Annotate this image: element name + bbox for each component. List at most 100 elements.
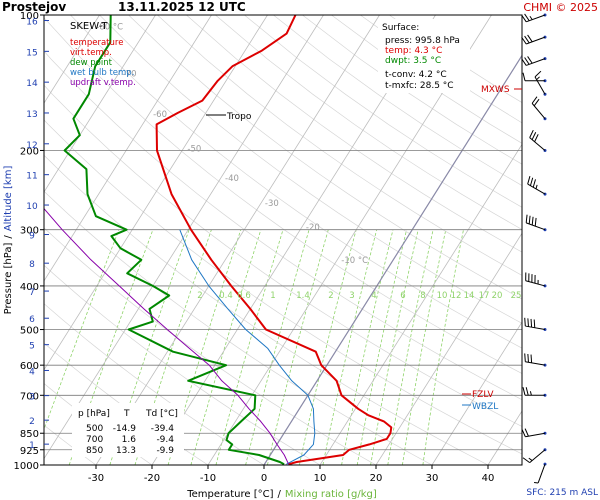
barb-flag <box>524 428 529 437</box>
isotherm-label: -50 <box>187 145 201 155</box>
pressure-tick-label: 600 <box>20 361 39 372</box>
table-cell: -9.9 <box>156 446 174 456</box>
barb-staff <box>526 58 546 66</box>
barb-flag <box>530 318 533 328</box>
isotherm <box>375 232 522 465</box>
isotherm-label: -80 °C <box>96 22 123 32</box>
mixing-ratio-line <box>299 229 357 465</box>
isotherm-label: -20 <box>306 223 320 233</box>
barb-staff <box>534 76 546 95</box>
pressure-tick-label: 300 <box>20 226 39 237</box>
xlabel-temperature: Temperature [°C] <box>186 489 273 500</box>
wind-barb <box>534 462 547 484</box>
table-cell: -39.4 <box>151 424 175 434</box>
barb-staff <box>526 36 546 45</box>
barb-flag <box>533 319 536 328</box>
table-cell: -9.4 <box>156 435 174 445</box>
table-cell: 500 <box>86 424 103 434</box>
barb-half-flag <box>529 391 532 396</box>
profile-temperature <box>155 15 393 465</box>
barb-flag <box>521 36 527 45</box>
mixing-ratio-label: 25 <box>511 291 522 301</box>
wind-barb <box>527 176 547 196</box>
legend-dew-point: dew point <box>70 58 113 68</box>
wind-barb <box>524 317 547 332</box>
surface-box <box>378 19 470 93</box>
pressure-tick-label: 700 <box>20 391 39 402</box>
wind-barb <box>525 214 547 232</box>
mixing-ratio-line <box>190 229 262 465</box>
surface-tmxfc: t-mxfc: 28.5 °C <box>385 81 454 91</box>
isotherm <box>431 321 522 465</box>
barb-flag <box>534 70 542 78</box>
barb-flag <box>529 177 534 186</box>
mixing-ratio-label: 1.4 <box>296 291 310 301</box>
altitude-tick-label: 13 <box>26 110 37 120</box>
wind-barb <box>521 56 547 66</box>
mixing-ratio-line <box>44 229 120 431</box>
table-cell: 700 <box>86 435 103 445</box>
surface-title: Surface: <box>382 23 419 33</box>
mixing-ratio-label: 1 <box>270 291 275 301</box>
barb-flag <box>524 57 530 65</box>
dry-adiabat <box>44 50 522 401</box>
wind-barb <box>522 72 547 83</box>
dry-adiabat <box>157 15 522 276</box>
barb-flag <box>522 457 530 464</box>
table-cell: 1.6 <box>122 435 137 445</box>
pressure-tick-label: 500 <box>20 326 39 337</box>
barb-half-flag <box>529 15 533 20</box>
barb-staff <box>529 449 546 464</box>
table-header-td: Td [°C] <box>145 409 178 419</box>
wind-barbs <box>521 13 547 484</box>
mixing-ratio-line <box>341 229 394 465</box>
temperature-tick-label: 30 <box>426 473 439 484</box>
barb-flag <box>524 317 526 327</box>
barb-flag <box>525 214 528 223</box>
barb-staff <box>525 361 546 366</box>
isotherm <box>44 15 212 282</box>
wind-barb <box>522 448 547 464</box>
plot-frame <box>43 14 523 466</box>
profiles <box>44 15 393 465</box>
isotherm-label: -10 °C <box>341 256 368 266</box>
dry-adiabat <box>44 84 522 427</box>
surface-temp: temp: 4.3 °C <box>385 46 442 56</box>
mixing-ratio-label: 2 <box>328 291 333 301</box>
table-cell: 850 <box>86 446 103 456</box>
altitude-tick-label: 2 <box>29 417 35 427</box>
wbzl-label: WBZL <box>472 402 498 412</box>
barb-flag <box>534 217 537 227</box>
barb-flag <box>527 56 533 64</box>
barb-staff <box>525 280 546 287</box>
barb-flag <box>527 318 529 327</box>
temperature-tick-label: 40 <box>482 473 495 484</box>
profile-dew-point <box>63 15 285 465</box>
altitude-tick-label: 8 <box>29 260 35 270</box>
barb-staff <box>527 183 546 195</box>
profile-wet-bulb-temp <box>179 229 316 465</box>
isotherm-zero <box>263 54 522 465</box>
temperature-tick-label: -10 <box>200 473 216 484</box>
altitude-tick-label: 7 <box>29 288 35 298</box>
barb-staff <box>526 14 546 23</box>
mixing-ratio-line <box>370 229 419 465</box>
mixing-ratio-label: 10 <box>437 291 448 301</box>
temperature-tick-label: 0 <box>261 473 267 484</box>
dry-adiabat <box>215 15 522 230</box>
mixing-ratio-label: 0.6 <box>237 291 251 301</box>
altitude-tick-label: 14 <box>26 79 38 89</box>
barb-flag <box>525 387 529 396</box>
altitude-tick-label: 11 <box>26 172 37 182</box>
mixing-ratio-label: 20 <box>492 291 503 301</box>
barb-flag <box>527 176 531 185</box>
barb-flag <box>522 72 526 81</box>
mxws-label: MXWS <box>481 85 510 95</box>
barb-flag <box>527 353 529 363</box>
barb-flag <box>531 96 538 104</box>
mixing-ratio-line <box>245 229 310 465</box>
barb-half-flag <box>535 184 538 190</box>
xlabel-separator: / <box>278 489 282 500</box>
wind-barb <box>524 353 547 367</box>
barb-half-flag <box>536 76 540 81</box>
